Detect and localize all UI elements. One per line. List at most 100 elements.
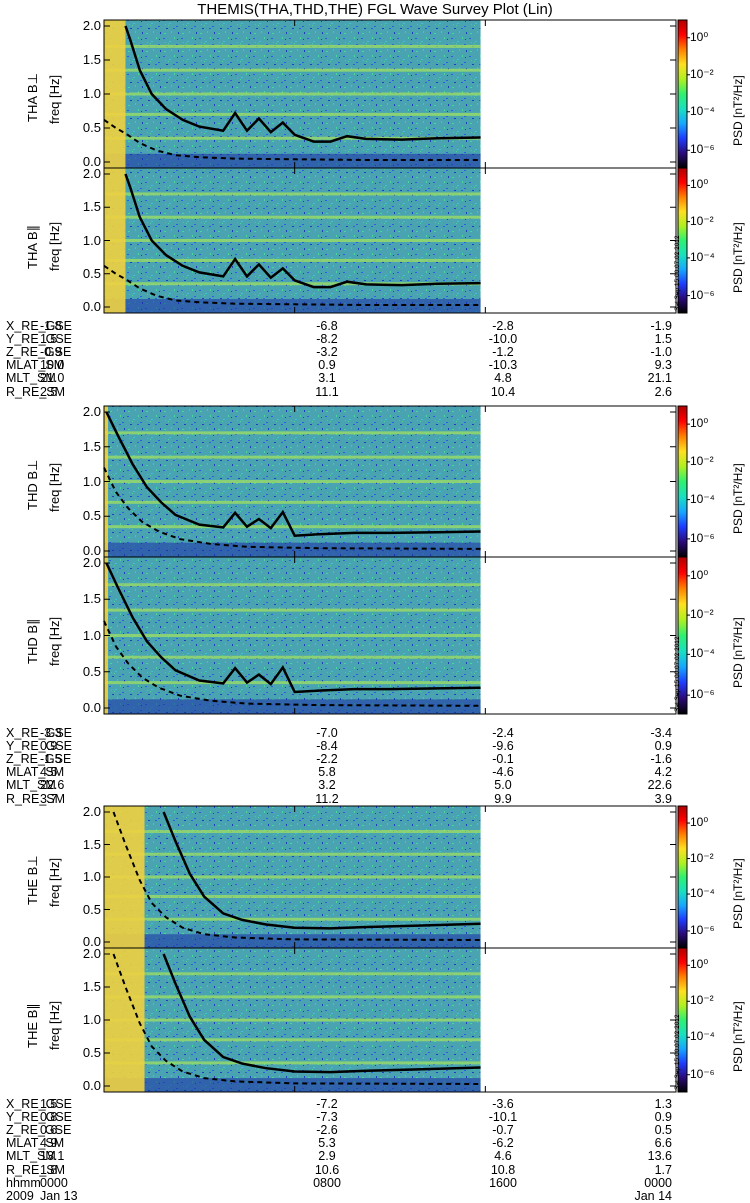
harmonic-band [104,525,481,529]
freq-axis-label: freq [Hz] [47,74,62,124]
ephemeris-value: -6.8 [316,319,338,333]
colorbar-tick-label: 10⁰ [690,815,709,830]
ephemeris-value: 1.5 [40,332,58,347]
freq-axis-label: freq [Hz] [47,462,62,512]
harmonic-band [104,681,481,685]
ephemeris-value: 0800 [313,1175,341,1190]
ephemeris-value: 5.0 [494,778,512,793]
ephemeris-value: 0.6 [40,1123,58,1138]
y-tick-label: 0.0 [82,700,101,715]
ephemeris-value: -10.3 [488,358,518,373]
ephemeris-value: 11.2 [315,791,339,806]
harmonic-band [104,455,481,459]
colorbar-tick-label: 10⁻⁴ [690,491,715,506]
ephemeris-value: 0.9 [318,358,336,373]
y-tick-label: 1.0 [82,1012,101,1027]
colorbar-tick-label: 10⁻⁴ [690,886,715,901]
panel-ylabel: THA B∥ [25,224,40,269]
colorbar-tick-label: 10⁻² [690,66,714,81]
y-tick-label: 1.0 [82,232,101,248]
colorbar-tick-label: 10⁻² [690,993,714,1008]
colorbar [677,947,688,1093]
date-end-label: Jan 14 [634,1188,672,1203]
colorbar-label: PSD [nT²/Hz] [731,616,745,688]
freq-axis-label: freq [Hz] [47,857,62,907]
ephemeris-value: -0.7 [492,1123,514,1138]
colorbar-tick-label: 10⁻⁶ [690,142,715,157]
panel-ylabel: THD B⊥ [25,459,40,510]
colorbar-tick-label: 10⁻⁴ [690,646,715,661]
y-tick-label: 0.0 [82,154,101,169]
harmonic-band [104,917,481,921]
ephemeris-value: -2.6 [316,1123,338,1138]
harmonic-band [104,655,481,659]
colorbar-label: PSD [nT²/Hz] [731,221,745,293]
colorbar [677,805,688,949]
half-gyrofrequency-line [103,467,481,550]
colorbar-tick-label: 10⁻² [690,607,714,622]
harmonic-band [104,282,481,286]
harmonic-band [104,895,481,898]
ephemeris-value: 1.3 [654,1097,672,1111]
panel-ylabel: THD B∥ [25,618,40,664]
harmonic-band [104,44,481,48]
harmonic-band [104,239,481,242]
panel-ylabel: THE B∥ [25,1003,40,1048]
ephemeris-value: 3.1 [318,371,336,386]
ephemeris-value: -9.6 [492,739,514,754]
harmonic-band [104,583,481,587]
y-tick-label: 1.5 [82,836,101,852]
colorbar-tick-label: 10⁻⁶ [690,287,715,302]
harmonic-band [104,1018,481,1022]
ephemeris-label: MLT_SM [6,1149,56,1164]
y-tick-label: 2.0 [82,946,101,961]
gyrofrequency-line [162,811,481,930]
half-gyrofrequency-line [103,264,481,306]
ephemeris-value: -3.6 [492,1097,514,1111]
colorbar [677,556,688,715]
ephemeris-value: 10.0 [40,358,65,373]
date-start-label: Jan 13 [40,1188,78,1203]
y-tick-label: 0.5 [82,265,101,281]
ephemeris-label: MLAT_SM [6,765,65,780]
bright-region [104,948,145,1092]
ephemeris-value: 9.9 [494,791,512,806]
ephemeris-value: 0.9 [654,1110,672,1125]
ephemeris-value: 4.8 [494,371,512,386]
colorbar-tick-label: 10⁻² [690,213,714,228]
ephemeris-label: R_RE_SM [6,384,66,399]
y-tick-label: 1.0 [82,627,101,643]
ephemeris-value: -1.0 [650,345,672,360]
y-tick-label: 0.5 [82,1045,101,1060]
harmonic-band [104,1061,481,1065]
ephemeris-value: 4.9 [40,1136,58,1151]
ephemeris-value: 1.8 [40,1162,58,1177]
y-tick-label: 2.0 [82,804,101,819]
ephemeris-label: X_RE_GSE [6,319,73,333]
ephemeris-label: Y_RE_GSE [6,1110,73,1125]
colorbar-tick-label: 10⁻² [690,453,714,468]
ephemeris-value: 0.5 [654,1123,672,1138]
harmonic-band [104,500,481,504]
gyrofrequency-line [162,953,481,1074]
spectrogram-panel [103,556,690,715]
ephemeris-value: -4.6 [492,765,514,780]
colorbar-tick-label: 10⁻⁴ [690,1029,715,1044]
ephemeris-value: -2.2 [316,752,338,767]
ephemeris-value: 5.3 [318,1136,336,1151]
y-tick-label: 2.0 [82,166,101,181]
ephemeris-value: -1.2 [492,345,514,360]
y-tick-label: 0.5 [82,901,101,917]
ephemeris-value: 11.1 [315,384,339,399]
y-tick-label: 0.5 [82,120,101,135]
colorbar [677,405,688,558]
harmonic-band [104,1038,481,1042]
half-gyrofrequency-line [103,620,481,707]
ephemeris-label: Z_RE_GSE [6,1123,72,1138]
ephemeris-label: Z_RE_GSE [6,345,72,360]
low-frequency-band [104,934,481,948]
ephemeris-value: -6.2 [492,1136,514,1151]
harmonic-band [104,875,481,879]
y-tick-label: 0.0 [82,1078,101,1093]
